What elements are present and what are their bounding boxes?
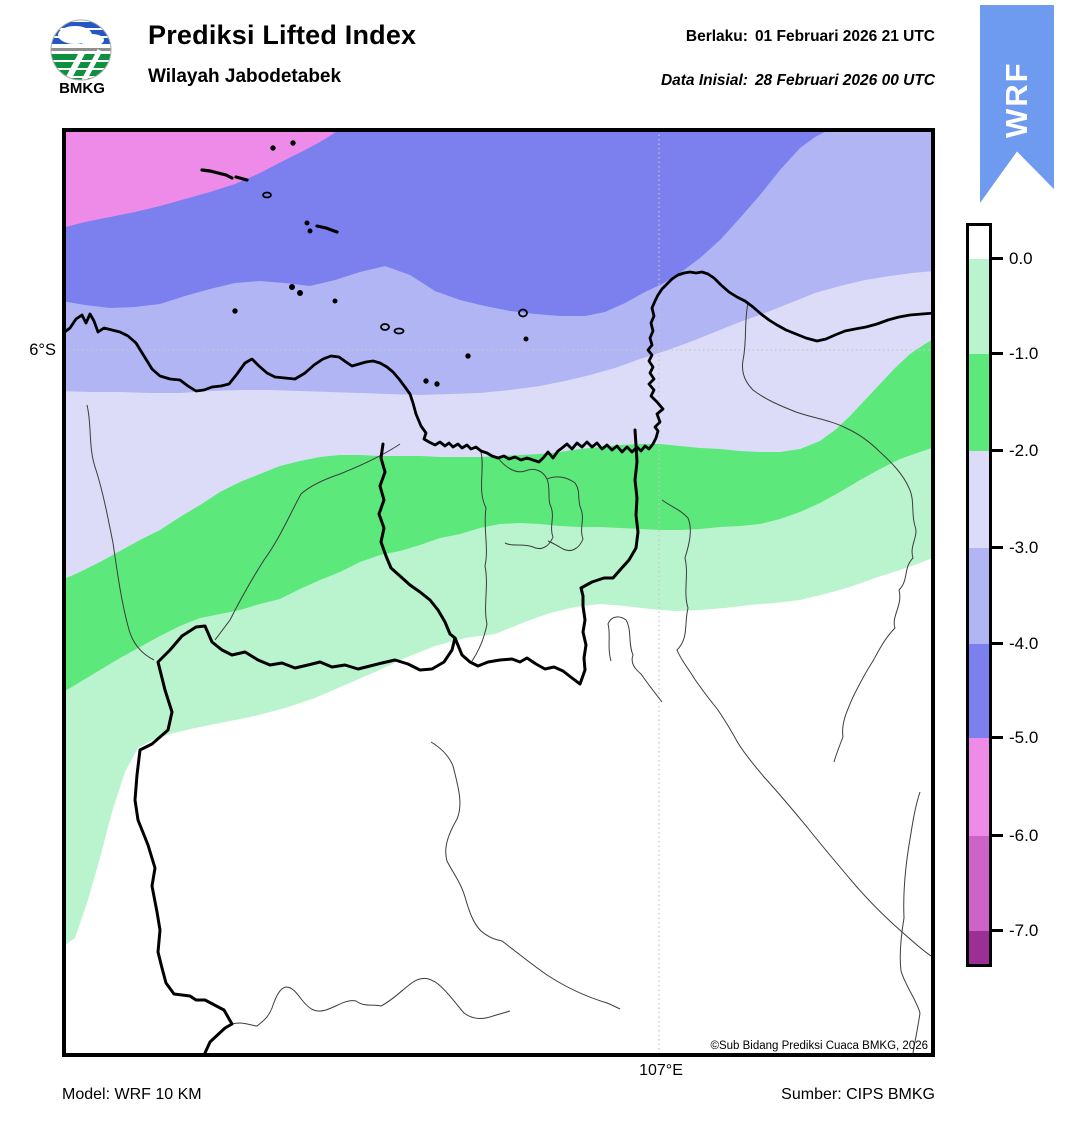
gridlines xyxy=(64,130,933,1055)
init-data-label: Data Inisial: xyxy=(660,72,748,89)
contour-fills xyxy=(64,130,933,1055)
longitude-label: 107°E xyxy=(639,1062,683,1079)
model-label: Model: WRF 10 KM xyxy=(62,1086,202,1103)
colorbar-segment xyxy=(969,738,989,836)
colorbar-tick-label: -1.0 xyxy=(1009,344,1039,363)
colorbar-tick-label: -6.0 xyxy=(1009,826,1039,845)
colorbar-segment xyxy=(969,451,989,548)
map-copyright: ©Sub Bidang Prediksi Cuaca BMKG, 2026 xyxy=(710,1040,928,1052)
colorbar-segment xyxy=(969,226,989,259)
colorbar-tick xyxy=(992,642,1003,645)
forecast-map: ©Sub Bidang Prediksi Cuaca BMKG, 2026 xyxy=(62,128,935,1057)
init-data-line: Data Inisial: 28 Februari 2026 00 UTC xyxy=(661,72,935,90)
colorbar-tick xyxy=(992,546,1003,549)
init-data-value: 28 Februari 2026 00 UTC xyxy=(754,72,935,89)
colorbar-tick xyxy=(992,352,1003,355)
colorbar-segment xyxy=(969,259,989,354)
coastline xyxy=(64,270,933,464)
colorbar-tick-label: -3.0 xyxy=(1009,538,1039,557)
logo-caption: BMKG xyxy=(59,80,105,97)
page-title: Prediksi Lifted Index xyxy=(148,20,417,50)
bmkg-logo xyxy=(50,19,112,81)
page-subtitle: Wilayah Jabodetabek xyxy=(148,66,342,87)
fill-neg4-to-neg5 xyxy=(64,130,829,316)
colorbar-tick xyxy=(992,736,1003,739)
region-boundaries xyxy=(133,428,640,1055)
wrf-ribbon-label: WRF xyxy=(999,61,1034,138)
colorbar-segment xyxy=(969,931,989,964)
jabodetabek-boundary xyxy=(133,428,640,1055)
colorbar-tick xyxy=(992,257,1003,260)
jakarta-west-boundary xyxy=(377,442,457,640)
admin-boundaries xyxy=(86,302,932,1054)
colorbar-tick-label: -4.0 xyxy=(1009,634,1039,653)
colorbar-segment xyxy=(969,644,989,738)
colorbar-tick xyxy=(992,929,1003,932)
colorbar-tick xyxy=(992,449,1003,452)
latitude-label: 6°S xyxy=(29,341,56,359)
islands xyxy=(200,140,529,387)
valid-time-value: 01 Februari 2026 21 UTC xyxy=(754,28,935,45)
valid-time-line: Berlaku: 01 Februari 2026 21 UTC xyxy=(686,28,935,46)
map-frame xyxy=(62,128,935,1057)
colorbar-tick xyxy=(992,834,1003,837)
colorbar-tick-label: 0.0 xyxy=(1009,249,1033,268)
colorbar xyxy=(966,223,992,967)
fill-neg5-to-neg6 xyxy=(64,130,338,228)
colorbar-tick-label: -7.0 xyxy=(1009,921,1039,940)
colorbar-segment xyxy=(969,354,989,451)
source-label: Sumber: CIPS BMKG xyxy=(781,1086,935,1103)
colorbar-segment xyxy=(969,836,989,931)
wrf-ribbon: WRF xyxy=(980,5,1054,203)
colorbar-tick-label: -5.0 xyxy=(1009,728,1039,747)
colorbar-segment xyxy=(969,548,989,644)
colorbar-tick-label: -2.0 xyxy=(1009,441,1039,460)
valid-time-label: Berlaku: xyxy=(685,28,748,45)
